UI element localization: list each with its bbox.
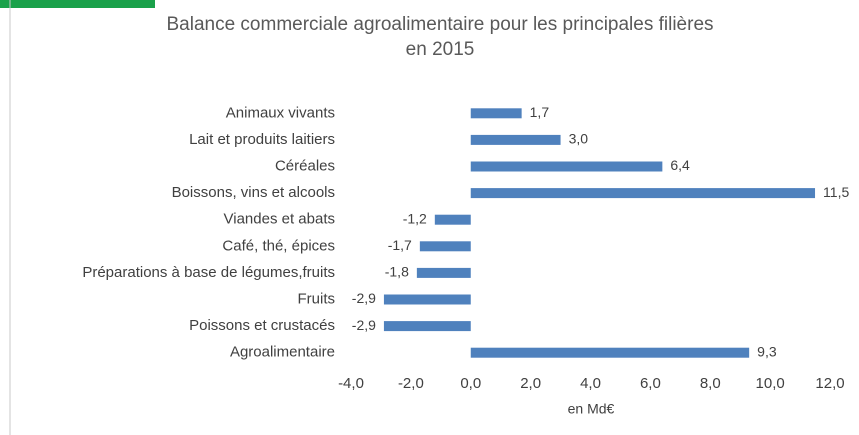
y-tick-label: Préparations à base de légumes,fruits <box>82 264 335 281</box>
x-tick-label: 0,0 <box>460 375 481 392</box>
bar <box>470 347 750 358</box>
y-tick-label: Lait et produits laitiers <box>189 131 335 148</box>
x-tick-label: 2,0 <box>520 375 541 392</box>
y-tick-label: Céréales <box>275 157 335 174</box>
x-tick-label: 6,0 <box>640 375 661 392</box>
y-tick-label: Fruits <box>298 290 336 307</box>
value-label: 6,4 <box>670 157 690 173</box>
x-tick-label: 8,0 <box>700 375 721 392</box>
y-tick-label: Boissons, vins et alcools <box>172 184 335 201</box>
x-tick-label: 10,0 <box>756 375 785 392</box>
bar <box>470 134 561 145</box>
bar <box>419 241 471 252</box>
value-label: 1,7 <box>530 104 550 120</box>
x-tick-label: 12,0 <box>815 375 844 392</box>
bar <box>470 161 663 172</box>
bar <box>470 108 522 119</box>
bar <box>434 214 471 225</box>
value-label: 9,3 <box>757 343 777 359</box>
y-tick-label: Agroalimentaire <box>230 344 335 361</box>
bar <box>383 294 471 305</box>
value-label: -2,9 <box>352 290 376 306</box>
y-tick-label: Café, thé, épices <box>222 237 335 254</box>
value-label: -2,9 <box>352 317 376 333</box>
bar <box>383 321 471 332</box>
y-tick-label: Animaux vivants <box>226 104 335 121</box>
value-label: -1,8 <box>385 264 409 280</box>
value-label: -1,2 <box>403 210 427 226</box>
value-label: 11,5 <box>823 184 849 200</box>
x-axis-label: en Md€ <box>568 401 615 417</box>
bar <box>470 188 816 199</box>
bar <box>416 267 471 278</box>
chart-title: Balance commerciale agroalimentaire pour… <box>166 14 713 35</box>
header-tag <box>0 0 155 8</box>
x-tick-label: -2,0 <box>398 375 424 392</box>
x-tick-label: -4,0 <box>338 375 364 392</box>
y-tick-label: Poissons et crustacés <box>189 317 335 334</box>
x-tick-label: 4,0 <box>580 375 601 392</box>
value-label: -1,7 <box>388 237 412 253</box>
chart-title: en 2015 <box>406 39 475 60</box>
y-tick-label: Viandes et abats <box>224 211 335 228</box>
value-label: 3,0 <box>569 131 589 147</box>
